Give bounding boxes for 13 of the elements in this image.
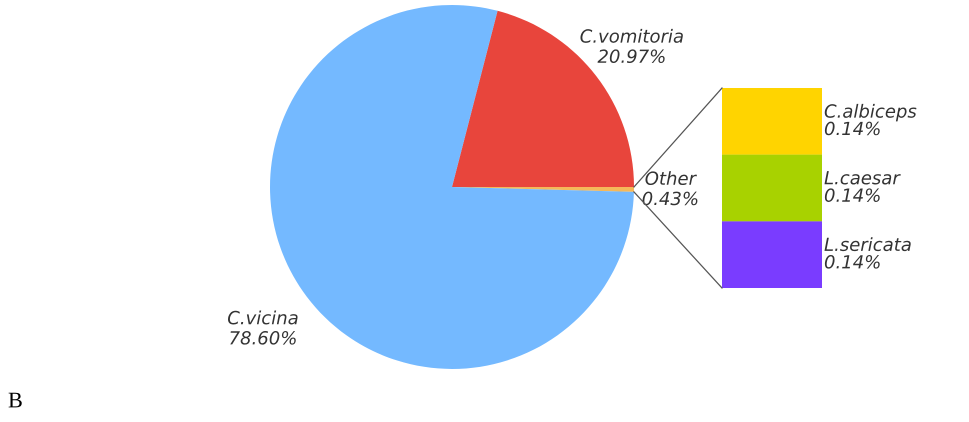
data-label: 78.60%: [230, 331, 296, 345]
data-label: 20.97%: [598, 49, 665, 64]
data-label: 0.14%: [824, 188, 880, 202]
category-label: L.caesar: [824, 171, 901, 184]
data-label: 0.14%: [824, 122, 880, 136]
slice-label: C.vicina: [228, 310, 298, 324]
category-label: L.sericata: [824, 237, 911, 252]
data-label: 0.43%: [642, 192, 698, 206]
text: B: [8, 392, 22, 408]
slice-label: C.vomitoria: [580, 28, 683, 43]
slice-label: Other: [645, 171, 697, 186]
category-label: C.albiceps: [824, 104, 916, 122]
data-label: 0.14%: [824, 254, 880, 269]
